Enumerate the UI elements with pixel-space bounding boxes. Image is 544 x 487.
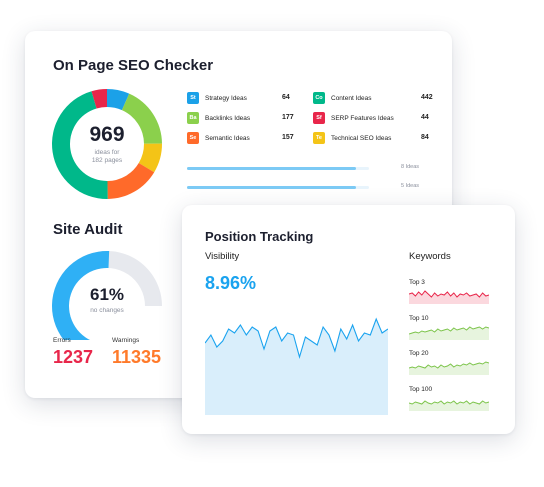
errors-value: 1237 [53, 347, 94, 367]
idea-label: Semantic Ideas [205, 134, 250, 142]
keyword-label: Top 10 [409, 315, 429, 322]
sparkline-area [409, 327, 489, 340]
keyword-sparkline [409, 326, 489, 340]
idea-row-ba[interactable]: Ba Backlinks Ideas [187, 112, 250, 124]
site-audit-percent: 61% [89, 285, 125, 304]
keyword-sparkline [409, 290, 489, 304]
position-tracking-title: Position Tracking [205, 229, 314, 244]
donut-count: 969 [89, 123, 125, 146]
sparkline-line [409, 326, 489, 335]
visibility-label: Visibility [205, 251, 240, 262]
visibility-area-fill [205, 319, 388, 415]
idea-row-se[interactable]: Se Semantic Ideas [187, 132, 250, 144]
idea-count: 84 [421, 134, 429, 141]
idea-row-te[interactable]: Te Technical SEO Ideas [313, 132, 391, 144]
keyword-sparkline [409, 400, 489, 411]
position-tracking-card: Position Tracking Visibility 8.96% Keywo… [182, 205, 515, 434]
keyword-sparkline [409, 361, 489, 375]
idea-count: 44 [421, 114, 429, 121]
donut-slice-st [107, 89, 130, 111]
idea-progress-text-2: 5 Ideas [401, 183, 420, 189]
idea-count: 64 [282, 94, 290, 101]
idea-progress-fill-2 [187, 186, 357, 189]
donut-slice-se [107, 162, 155, 199]
donut-slice-ba [121, 93, 162, 144]
idea-count: 177 [282, 114, 294, 121]
donut-slice-co [52, 91, 108, 199]
site-audit-gauge [52, 251, 162, 340]
idea-badge-icon: St [187, 92, 199, 104]
donut-slice-te [138, 143, 162, 173]
ideas-donut-chart [52, 89, 162, 199]
idea-label: Strategy Ideas [205, 94, 247, 102]
idea-count: 442 [421, 94, 433, 101]
idea-progress-bar-1 [187, 167, 369, 170]
idea-row-sf[interactable]: Sf SERP Features Ideas [313, 112, 394, 124]
idea-count: 157 [282, 134, 294, 141]
idea-label: Backlinks Ideas [205, 114, 251, 122]
sparkline-line [409, 290, 489, 298]
idea-badge-icon: Te [313, 132, 325, 144]
sparkline-line [409, 400, 489, 405]
visibility-value: 8.96% [205, 273, 257, 293]
errors-label: Errors [53, 337, 71, 344]
site-audit-title: Site Audit [53, 221, 123, 238]
sparkline-area [409, 291, 489, 304]
idea-label: SERP Features Ideas [331, 114, 394, 122]
idea-progress-text-1: 8 Ideas [401, 164, 420, 170]
keyword-label: Top 100 [409, 386, 433, 393]
idea-label: Content Ideas [331, 94, 372, 102]
seo-checker-title: On Page SEO Checker [53, 57, 214, 74]
keyword-label: Top 20 [409, 350, 429, 357]
donut-slice-sf [91, 89, 107, 109]
idea-badge-icon: Ba [187, 112, 199, 124]
idea-row-st[interactable]: St Strategy Ideas [187, 92, 247, 104]
idea-label: Technical SEO Ideas [331, 134, 392, 142]
donut-caption-line1: ideas for [94, 149, 120, 156]
site-audit-sub: no changes [90, 307, 124, 314]
sparkline-area [409, 362, 489, 375]
gauge-fill [52, 251, 110, 340]
idea-badge-icon: Se [187, 132, 199, 144]
idea-progress-fill-1 [187, 167, 357, 170]
idea-badge-icon: Sf [313, 112, 325, 124]
idea-row-co[interactable]: Co Content Ideas [313, 92, 371, 104]
sparkline-line [409, 361, 489, 369]
warnings-label: Warnings [112, 337, 140, 344]
keywords-label: Keywords [409, 251, 451, 262]
visibility-line [205, 317, 388, 360]
visibility-area-chart [205, 317, 388, 415]
idea-progress-bar-2 [187, 186, 369, 189]
idea-badge-icon: Co [313, 92, 325, 104]
donut-caption-line2: 182 pages [91, 157, 123, 164]
warnings-value: 11335 [112, 347, 162, 367]
keyword-label: Top 3 [409, 279, 425, 286]
